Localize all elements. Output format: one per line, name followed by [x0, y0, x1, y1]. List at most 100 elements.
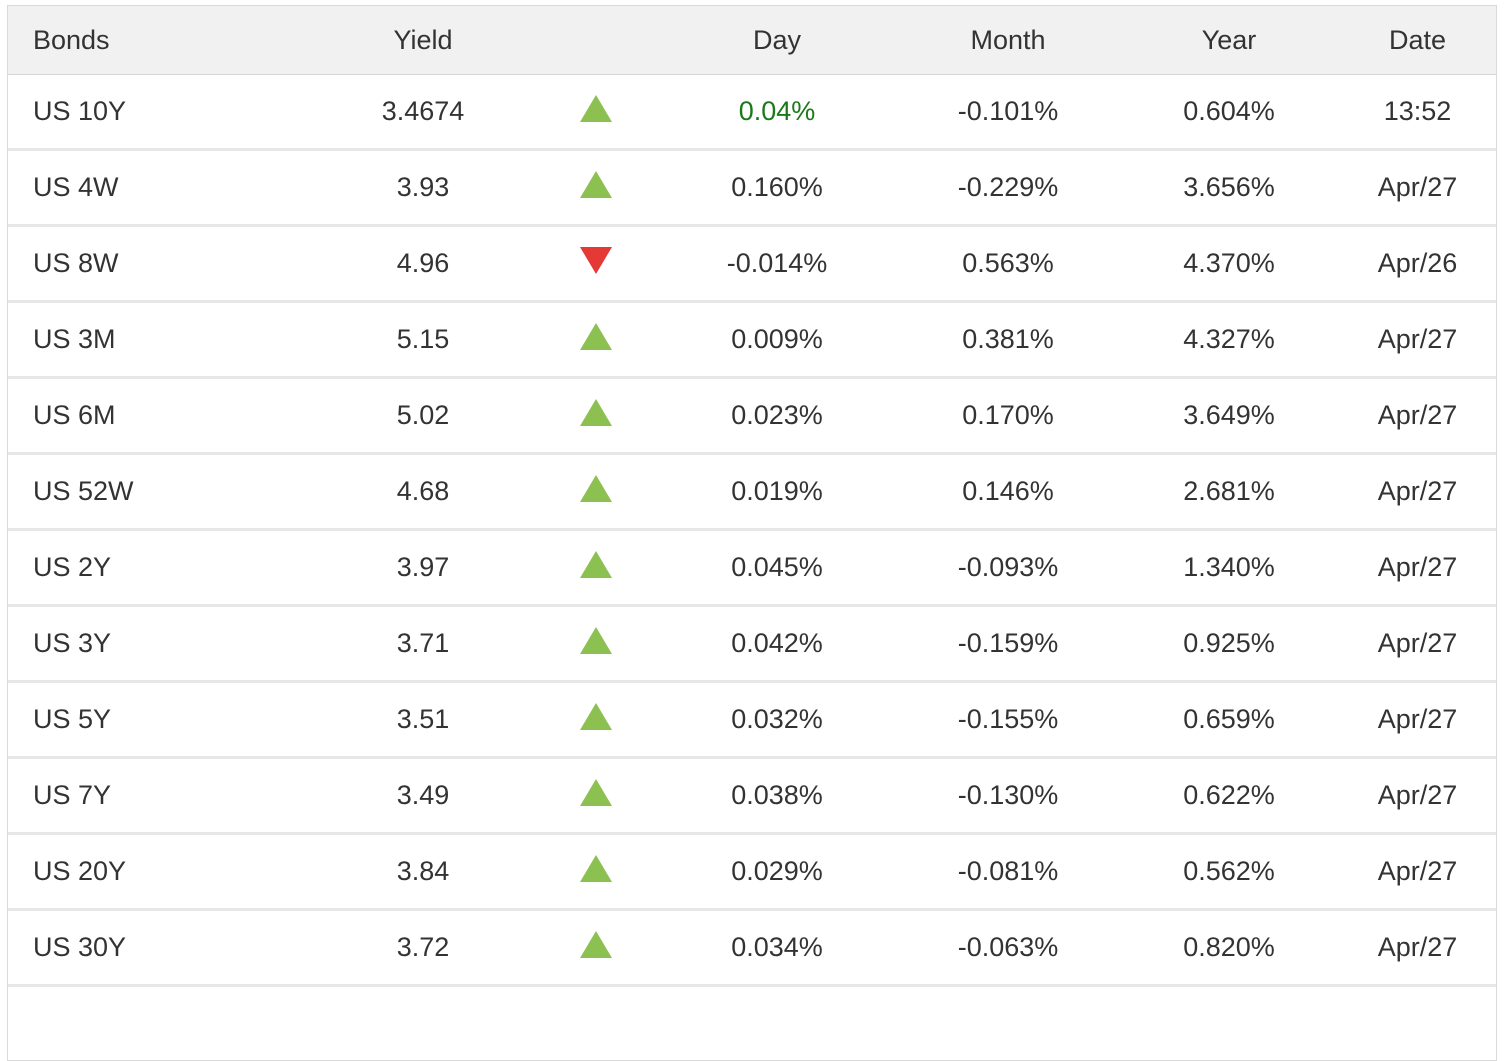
- bond-name-link[interactable]: US 20Y: [8, 832, 297, 908]
- last-update-value: Apr/26: [1353, 224, 1496, 300]
- yield-value: 4.96: [297, 224, 549, 300]
- month-change-value: -0.229%: [911, 148, 1105, 224]
- bond-name-link[interactable]: US 30Y: [8, 908, 297, 984]
- month-change-value: 0.563%: [911, 224, 1105, 300]
- day-change-value: 0.029%: [643, 832, 911, 908]
- bonds-table: Bonds Yield Day Month Year Date US 10Y 3…: [7, 5, 1497, 1061]
- month-change-value: -0.130%: [911, 756, 1105, 832]
- up-triangle-icon: [580, 474, 612, 502]
- column-header-yield: Yield: [297, 6, 549, 75]
- bond-row-partial[interactable]: [8, 984, 1496, 1060]
- up-triangle-icon: [580, 930, 612, 958]
- bond-row[interactable]: US 2Y 3.97 0.045% -0.093% 1.340% Apr/27: [8, 528, 1496, 604]
- up-triangle-icon: [580, 322, 612, 350]
- day-change-value: 0.019%: [643, 452, 911, 528]
- yield-value: 3.84: [297, 832, 549, 908]
- yield-value: 5.02: [297, 376, 549, 452]
- direction-cell: [549, 832, 643, 908]
- last-update-value: Apr/27: [1353, 756, 1496, 832]
- bond-row[interactable]: US 8W 4.96 -0.014% 0.563% 4.370% Apr/26: [8, 224, 1496, 300]
- year-change-value: 1.340%: [1105, 528, 1353, 604]
- column-header-day: Day: [643, 6, 911, 75]
- up-triangle-icon: [580, 854, 612, 882]
- bond-row[interactable]: US 7Y 3.49 0.038% -0.130% 0.622% Apr/27: [8, 756, 1496, 832]
- month-change-value: 0.381%: [911, 300, 1105, 376]
- month-change-value: -0.101%: [911, 75, 1105, 148]
- table-body: US 10Y 3.4674 0.04% -0.101% 0.604% 13:52…: [8, 75, 1496, 1060]
- bond-row[interactable]: US 30Y 3.72 0.034% -0.063% 0.820% Apr/27: [8, 908, 1496, 984]
- up-triangle-icon: [580, 778, 612, 806]
- direction-cell: [549, 604, 643, 680]
- day-change-value: 0.009%: [643, 300, 911, 376]
- year-change-value: 0.925%: [1105, 604, 1353, 680]
- direction-cell: [549, 376, 643, 452]
- yield-value: 4.68: [297, 452, 549, 528]
- year-change-value: 3.656%: [1105, 148, 1353, 224]
- bond-name-link[interactable]: US 5Y: [8, 680, 297, 756]
- yield-value: 3.71: [297, 604, 549, 680]
- year-change-value: 3.649%: [1105, 376, 1353, 452]
- up-triangle-icon: [580, 94, 612, 122]
- direction-cell: [549, 75, 643, 148]
- last-update-value: 13:52: [1353, 75, 1496, 148]
- bond-name-link[interactable]: US 3M: [8, 300, 297, 376]
- day-change-value: 0.042%: [643, 604, 911, 680]
- bond-row[interactable]: US 5Y 3.51 0.032% -0.155% 0.659% Apr/27: [8, 680, 1496, 756]
- bond-name-link[interactable]: US 4W: [8, 148, 297, 224]
- last-update-value: Apr/27: [1353, 376, 1496, 452]
- bond-name-link[interactable]: US 3Y: [8, 604, 297, 680]
- last-update-value: Apr/27: [1353, 300, 1496, 376]
- bond-name-link[interactable]: US 7Y: [8, 756, 297, 832]
- up-triangle-icon: [580, 170, 612, 198]
- bond-row[interactable]: US 3Y 3.71 0.042% -0.159% 0.925% Apr/27: [8, 604, 1496, 680]
- bond-name-link[interactable]: US 6M: [8, 376, 297, 452]
- up-triangle-icon: [580, 550, 612, 578]
- bond-row[interactable]: US 10Y 3.4674 0.04% -0.101% 0.604% 13:52: [8, 75, 1496, 148]
- last-update-value: Apr/27: [1353, 528, 1496, 604]
- yield-value: 3.49: [297, 756, 549, 832]
- month-change-value: -0.155%: [911, 680, 1105, 756]
- bond-row[interactable]: US 3M 5.15 0.009% 0.381% 4.327% Apr/27: [8, 300, 1496, 376]
- yield-value: 5.15: [297, 300, 549, 376]
- month-change-value: -0.063%: [911, 908, 1105, 984]
- direction-cell: [549, 528, 643, 604]
- year-change-value: 0.659%: [1105, 680, 1353, 756]
- column-header-month: Month: [911, 6, 1105, 75]
- bond-row[interactable]: US 20Y 3.84 0.029% -0.081% 0.562% Apr/27: [8, 832, 1496, 908]
- day-change-value: 0.038%: [643, 756, 911, 832]
- month-change-value: 0.170%: [911, 376, 1105, 452]
- yield-value: 3.93: [297, 148, 549, 224]
- year-change-value: 0.562%: [1105, 832, 1353, 908]
- month-change-value: -0.093%: [911, 528, 1105, 604]
- table-header: Bonds Yield Day Month Year Date: [8, 6, 1496, 75]
- direction-cell: [549, 452, 643, 528]
- bond-name-link[interactable]: US 2Y: [8, 528, 297, 604]
- year-change-value: 4.370%: [1105, 224, 1353, 300]
- direction-cell: [549, 756, 643, 832]
- day-change-value: 0.04%: [643, 75, 911, 148]
- bonds-page: Bonds Yield Day Month Year Date US 10Y 3…: [7, 5, 1497, 1061]
- bond-name-link[interactable]: US 52W: [8, 452, 297, 528]
- yield-value: 3.51: [297, 680, 549, 756]
- year-change-value: 4.327%: [1105, 300, 1353, 376]
- bond-row[interactable]: US 4W 3.93 0.160% -0.229% 3.656% Apr/27: [8, 148, 1496, 224]
- month-change-value: -0.081%: [911, 832, 1105, 908]
- last-update-value: Apr/27: [1353, 680, 1496, 756]
- up-triangle-icon: [580, 702, 612, 730]
- bond-row[interactable]: US 6M 5.02 0.023% 0.170% 3.649% Apr/27: [8, 376, 1496, 452]
- bond-row[interactable]: US 52W 4.68 0.019% 0.146% 2.681% Apr/27: [8, 452, 1496, 528]
- year-change-value: 0.820%: [1105, 908, 1353, 984]
- last-update-value: Apr/27: [1353, 832, 1496, 908]
- up-triangle-icon: [580, 398, 612, 426]
- direction-cell: [549, 148, 643, 224]
- last-update-value: Apr/27: [1353, 148, 1496, 224]
- day-change-value: 0.023%: [643, 376, 911, 452]
- column-header-date: Date: [1353, 6, 1496, 75]
- up-triangle-icon: [580, 626, 612, 654]
- year-change-value: 0.604%: [1105, 75, 1353, 148]
- day-change-value: 0.045%: [643, 528, 911, 604]
- direction-cell: [549, 300, 643, 376]
- month-change-value: -0.159%: [911, 604, 1105, 680]
- bond-name-link[interactable]: US 10Y: [8, 75, 297, 148]
- bond-name-link[interactable]: US 8W: [8, 224, 297, 300]
